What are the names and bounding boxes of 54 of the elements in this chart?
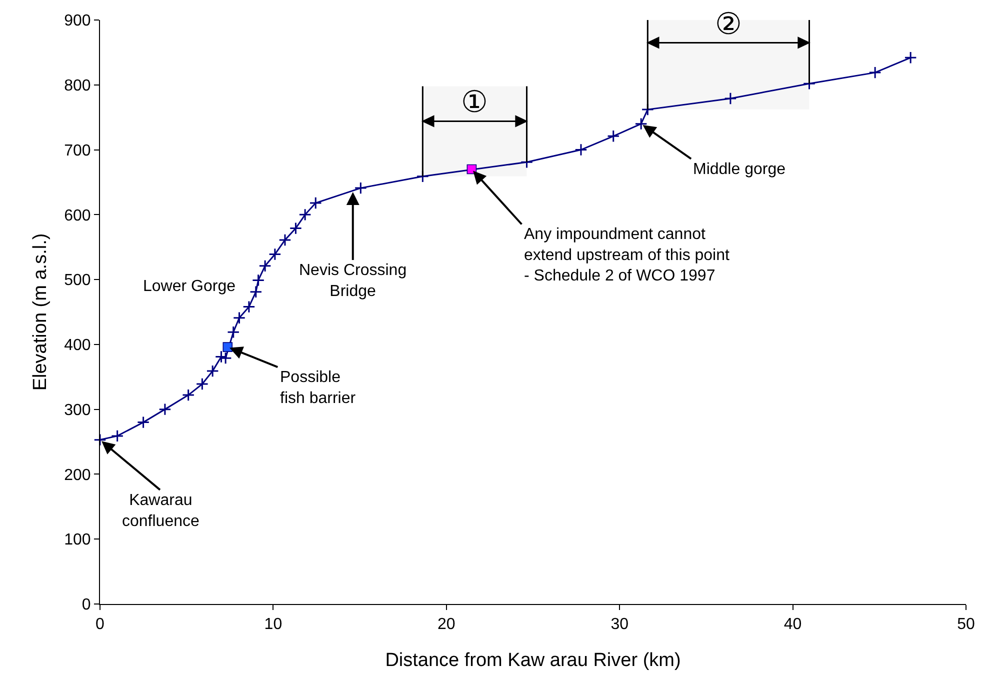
point	[110, 430, 124, 442]
y-tick-label: 100	[64, 532, 91, 549]
y-tick-label: 400	[64, 337, 91, 354]
x-tick-label: 30	[610, 616, 629, 634]
x-tick-label: 20	[438, 616, 456, 634]
point	[289, 222, 302, 235]
y-tick-label: 800	[64, 77, 91, 94]
point	[136, 416, 150, 429]
x-axis-title: Distance from Kaw arau River (km)	[385, 650, 681, 671]
point	[250, 286, 262, 298]
point	[724, 92, 737, 105]
x-tick-label: 0	[96, 616, 105, 634]
point	[252, 274, 265, 287]
point	[219, 352, 232, 364]
point	[268, 248, 282, 261]
x-tick-label: 40	[784, 616, 802, 634]
annotation: Possible fish barrier	[280, 369, 356, 407]
annotation: Middle gorge	[693, 161, 786, 178]
y-tick-label: 900	[64, 12, 91, 30]
point	[634, 117, 648, 130]
x-tick-label: 50	[957, 616, 975, 634]
annotation: Lower Gorge	[143, 278, 236, 295]
point	[309, 196, 322, 210]
y-tick-label: 700	[64, 142, 91, 160]
point	[868, 66, 882, 79]
point	[574, 143, 588, 156]
point	[607, 130, 620, 142]
x-tick-label: 10	[264, 616, 282, 634]
annotation: Any impoundment cannot extend upstream of this point - Schedule 2 of WCO 1997	[524, 226, 730, 285]
point	[242, 300, 256, 314]
y-tick-label: 600	[64, 207, 91, 224]
y-tick-label: 200	[64, 466, 91, 484]
point	[206, 364, 219, 378]
point	[904, 51, 917, 64]
point	[222, 342, 233, 352]
point	[214, 350, 228, 364]
point	[182, 388, 195, 402]
point	[196, 378, 209, 390]
point	[354, 182, 368, 194]
y-tick-label: 0	[82, 596, 91, 614]
point	[94, 433, 106, 446]
y-axis-title: Elevation (m a.s.l.)	[30, 233, 51, 391]
point	[232, 311, 246, 324]
annotation: Nevis Crossing Bridge	[299, 262, 407, 300]
y-tick-label: 300	[64, 402, 91, 419]
y-tick-label: 500	[64, 272, 91, 290]
annotation: Kawarau confluence	[122, 492, 200, 530]
point	[278, 234, 292, 246]
point	[258, 260, 272, 272]
band-label: ①	[461, 86, 488, 119]
point	[298, 208, 312, 222]
band-label: ②	[715, 8, 742, 41]
point	[158, 402, 172, 416]
point	[227, 326, 240, 338]
